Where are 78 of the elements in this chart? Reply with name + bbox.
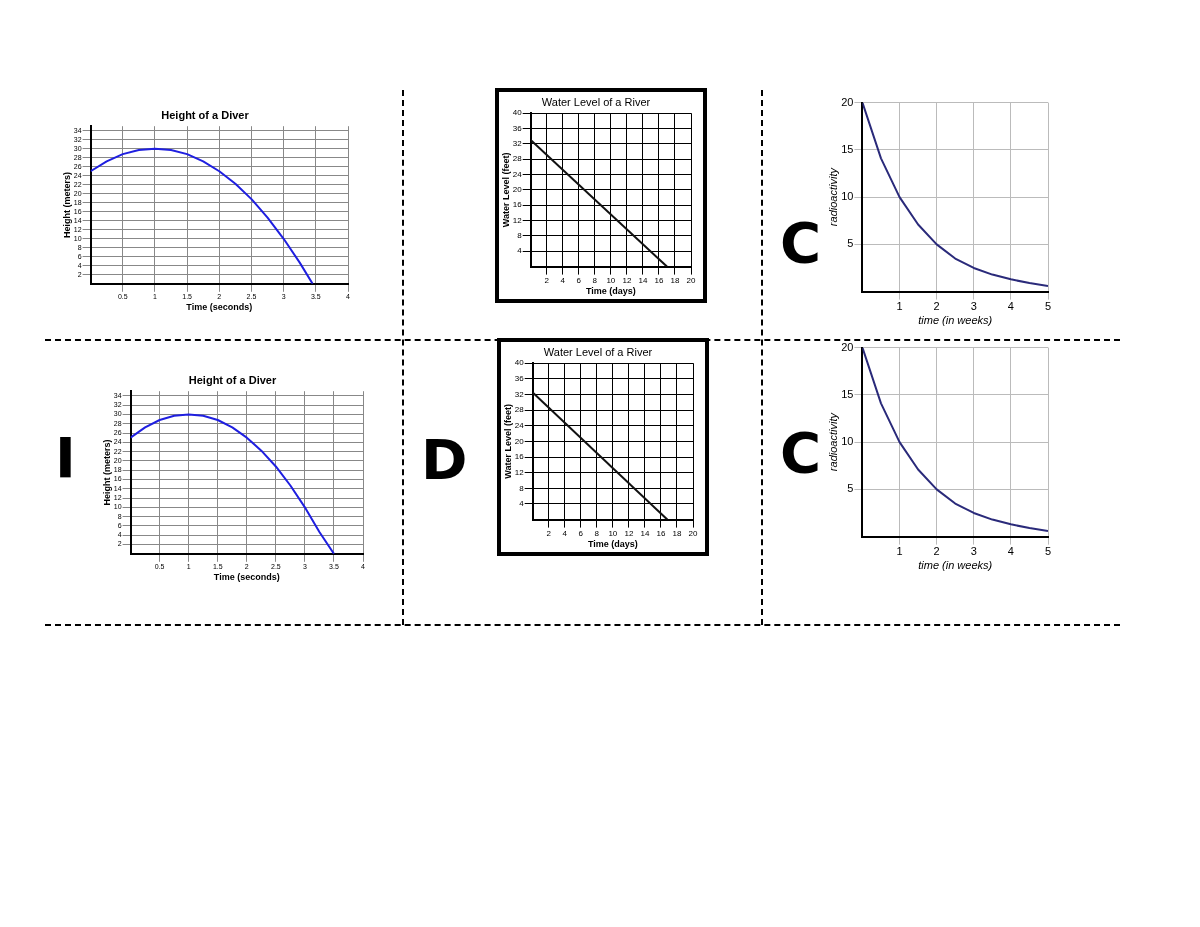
y-axis-title: Water Level (feet) [500,152,511,228]
x-tick-label: 2 [546,528,552,538]
y-tick-label: 16 [514,452,525,462]
chart-title: Height of a Diver [188,373,277,386]
y-tick-label: 15 [841,142,854,155]
y-tick-label: 5 [847,482,854,495]
y-tick-label: 20 [514,436,525,446]
x-tick-label: 4 [1007,545,1014,558]
x-tick-label: 5 [1044,300,1052,313]
x-tick-label: 4 [562,528,568,538]
text: C [780,210,822,275]
x-tick-label: 6 [578,528,584,538]
x-tick-label: 14 [640,528,650,538]
y-tick-label: 4 [519,499,525,509]
y-tick-label: 24 [514,420,525,430]
x-tick-label: 3 [970,545,977,558]
text: D [421,427,468,492]
y-tick-label: 15 [841,387,854,400]
y-tick-label: 32 [512,139,523,149]
x-tick-label: 16 [656,528,666,538]
x-tick-label: 4 [560,275,566,285]
y-axis-title: Height (meters) [61,171,72,239]
y-tick-label: 28 [514,405,525,415]
y-tick-label: 40 [514,358,525,368]
x-tick-label: 1 [896,300,903,313]
y-tick-label: 20 [841,95,854,108]
y-axis-title: Height (meters) [101,439,112,506]
y-tick-label: 36 [514,374,525,384]
x-tick-label: 1 [896,545,903,558]
y-axis-title: radioactivity [826,411,839,472]
text: C [780,420,822,485]
x-tick-label: 5 [1044,545,1052,558]
y-tick-label: 24 [512,169,523,179]
y-tick-label: 12 [512,215,523,225]
x-tick-label: 20 [686,275,696,285]
x-tick-label: 8 [594,528,600,538]
y-tick-label: 12 [514,467,525,477]
x-tick-label: 14 [638,275,648,285]
y-axis-title: Water Level (feet) [502,404,513,479]
y-tick-label: 20 [512,185,523,195]
x-axis-title: Time (seconds) [213,572,280,583]
text: I [55,425,76,490]
x-tick-label: 16 [654,275,664,285]
y-tick-label: 10 [841,435,854,448]
y-tick-label: 4 [517,246,523,256]
x-axis-title: Time (days) [587,539,638,550]
y-tick-label: 36 [512,123,523,133]
x-tick-label: 12 [624,528,634,538]
x-tick-label: 3 [970,300,977,313]
y-axis-title: radioactivity [826,166,839,227]
y-tick-label: 8 [519,483,525,493]
y-tick-label: 40 [512,108,523,118]
x-axis-title: time (in weeks) [918,559,993,572]
y-tick-label: 5 [847,237,854,250]
x-tick-label: 18 [670,275,680,285]
y-tick-label: 32 [514,389,525,399]
x-tick-label: 20 [688,528,698,538]
x-axis-title: Time (days) [585,286,636,297]
y-tick-label: 16 [512,200,523,210]
x-tick-label: 18 [672,528,682,538]
x-tick-label: 12 [622,275,632,285]
x-tick-label: 2 [933,545,940,558]
x-tick-label: 6 [576,275,582,285]
x-tick-label: 10 [606,275,616,285]
chart-title: Water Level of a River [543,345,653,358]
x-tick-label: 4 [1007,300,1014,313]
y-tick-label: 28 [512,154,523,164]
x-tick-label: 8 [592,275,598,285]
chart-title: Water Level of a River [541,95,651,108]
x-tick-label: 2 [933,300,940,313]
x-tick-label: 10 [608,528,618,538]
y-tick-label: 20 [841,340,854,353]
y-tick-label: 10 [841,190,854,203]
x-axis-title: time (in weeks) [918,314,993,327]
y-tick-label: 8 [517,231,523,241]
chart-title: Height of a Diver [161,108,250,121]
x-tick-label: 2 [544,275,550,285]
x-axis-title: Time (seconds) [186,302,253,313]
